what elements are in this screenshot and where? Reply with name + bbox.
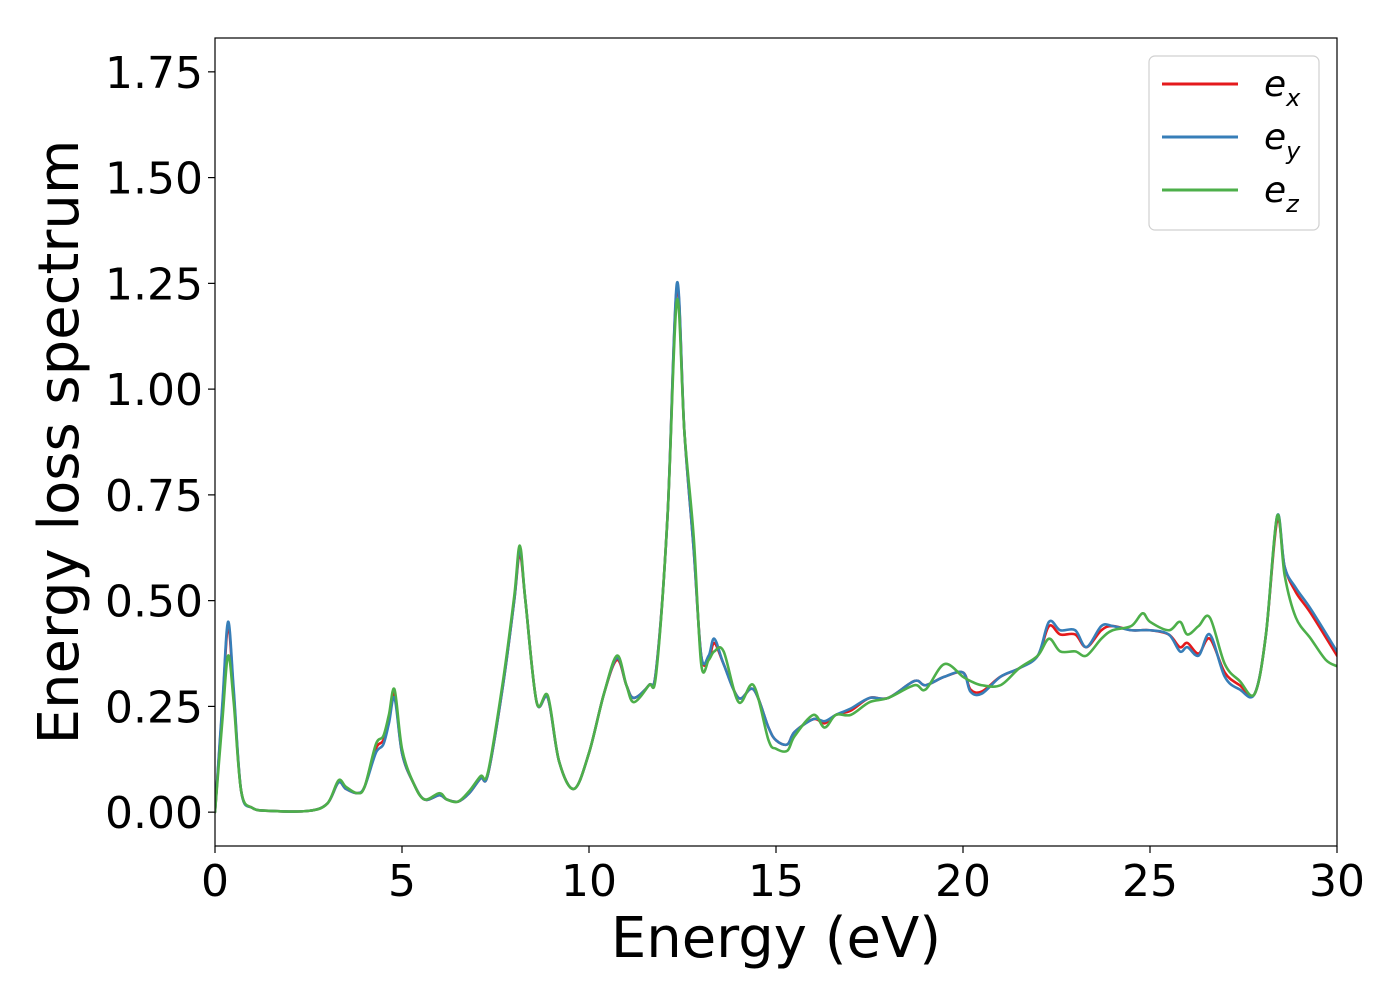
x-tick-label: 5 xyxy=(388,856,416,907)
legend-label-x: ex xyxy=(1264,64,1301,112)
y-tick-label: 0.50 xyxy=(105,577,203,628)
y-tick-label: 0.25 xyxy=(105,682,203,733)
legend-label-z: ez xyxy=(1264,170,1300,218)
legend-box xyxy=(1148,55,1320,231)
legend-label-y: ey xyxy=(1264,117,1301,165)
x-tick-label: 10 xyxy=(561,856,617,907)
y-tick-label: 1.75 xyxy=(105,48,203,99)
y-axis-title: Energy loss spectrum xyxy=(27,140,92,745)
x-tick-label: 20 xyxy=(935,856,991,907)
x-tick-label: 25 xyxy=(1122,856,1178,907)
x-tick-label: 30 xyxy=(1309,856,1365,907)
y-tick-label: 1.00 xyxy=(105,365,203,416)
y-tick-label: 0.00 xyxy=(105,788,203,839)
y-tick-label: 1.50 xyxy=(105,154,203,205)
y-tick-label: 0.75 xyxy=(105,471,203,522)
legend: ex ey ez xyxy=(1148,55,1320,231)
x-tick-label: 15 xyxy=(748,856,804,907)
series-layer xyxy=(215,280,1337,814)
y-tick-label: 1.25 xyxy=(105,259,203,310)
x-axis-title: Energy (eV) xyxy=(611,906,941,971)
legend-entries: ex ey ez xyxy=(1162,64,1301,218)
series-line-z xyxy=(215,297,1337,814)
ticks-layer: 0 5 10 15 20 25 30 0.00 0.25 0.50 0.75 1.00 1.25 1.50… xyxy=(105,48,1365,907)
x-tick-label: 0 xyxy=(201,856,229,907)
